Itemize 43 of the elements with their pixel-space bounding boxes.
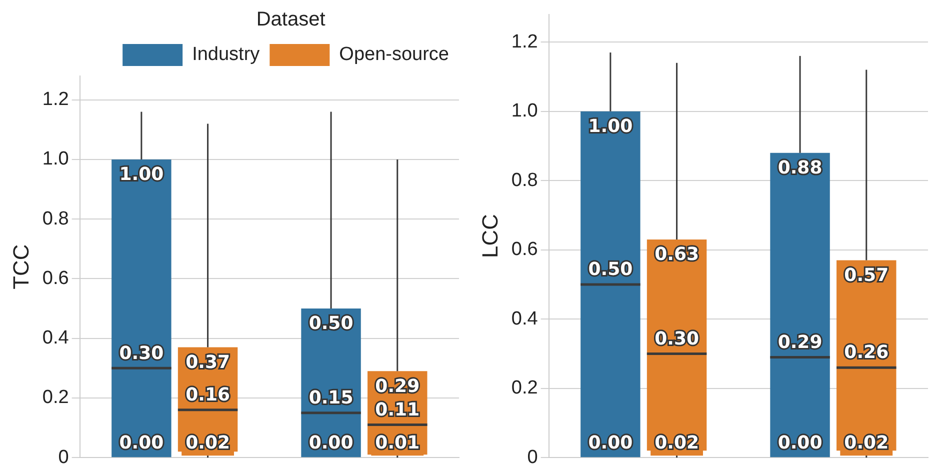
y-tick-label: 1.0 (42, 148, 69, 170)
annotation: 0.29 (778, 332, 822, 353)
y-tick-label: 1.2 (511, 31, 538, 52)
y-tick-label: 0.2 (511, 378, 538, 399)
y-tick-label: 0.2 (42, 387, 69, 408)
y-axis-title: LCC (477, 214, 502, 258)
annotation: 0.00 (308, 432, 354, 454)
y-tick-label: 0 (58, 446, 69, 468)
annotation: 0.88 (778, 158, 822, 179)
legend-label: Open-source (339, 44, 450, 66)
y-tick-label: 0.6 (42, 268, 69, 289)
annotation: 0.02 (186, 432, 230, 454)
annotation: 0.15 (308, 388, 354, 409)
y-tick-label: 0.4 (42, 328, 70, 349)
y-axis-title: TCC (8, 244, 34, 290)
y-tick-label: 1.2 (42, 89, 69, 110)
annotation: 0.02 (844, 432, 889, 454)
annotation: 0.63 (654, 244, 699, 266)
annotation: 1.00 (119, 164, 164, 186)
annotation: 0.50 (308, 313, 354, 334)
annotation: 1.00 (588, 116, 633, 138)
annotation: 0.37 (186, 352, 230, 373)
annotation: 0.30 (654, 328, 699, 350)
annotation: 0.01 (375, 432, 420, 454)
annotation: 0.16 (186, 384, 230, 406)
annotation: 0.30 (119, 342, 164, 364)
y-tick-label: 0.8 (511, 170, 538, 191)
y-tick-label: 0.6 (511, 239, 538, 260)
y-tick-label: 1.0 (511, 100, 538, 122)
y-tick-label: 0.4 (511, 308, 538, 330)
annotation: 0.02 (654, 432, 699, 454)
annotation: 0.00 (588, 432, 633, 454)
y-tick-label: 0.8 (42, 208, 69, 230)
annotation: 0.57 (844, 264, 889, 286)
annotation: 0.00 (119, 432, 164, 454)
annotation: 0.50 (588, 259, 633, 280)
annotation: 0.11 (375, 399, 420, 420)
annotation: 0.26 (844, 342, 889, 364)
annotation: 0.00 (778, 432, 822, 454)
annotation: 0.29 (375, 376, 420, 397)
legend-label: Industry (192, 44, 260, 66)
legend-title: Dataset (256, 8, 326, 31)
y-tick-label: 0 (527, 446, 538, 468)
